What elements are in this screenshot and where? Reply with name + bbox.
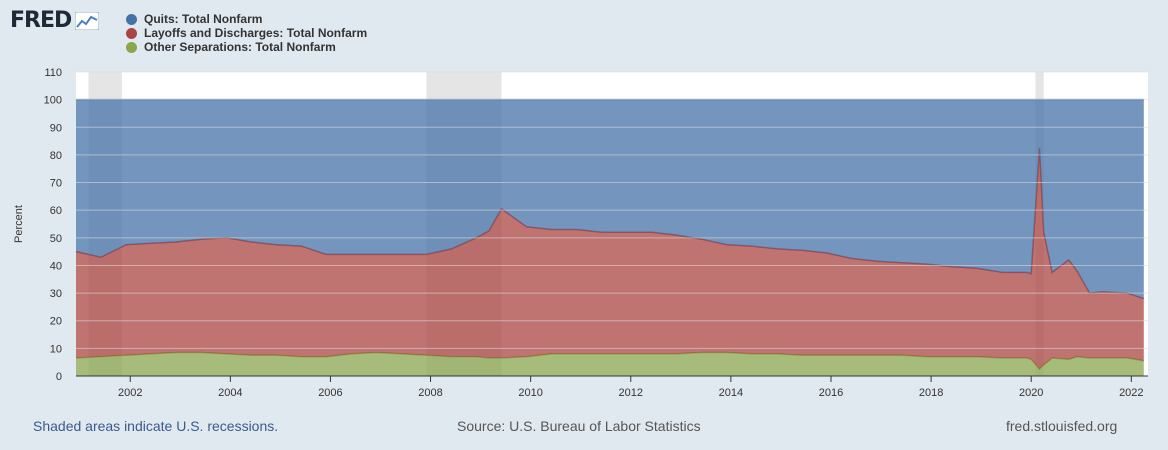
y-tick-label-110: 110 [44,67,62,79]
legend-swatch-layoffs [126,27,137,39]
y-tick-label-70: 70 [50,178,62,190]
recession-note[interactable]: Shaded areas indicate U.S. recessions. [33,418,279,434]
y-tick-label-0: 0 [56,371,62,383]
y-tick-label-60: 60 [50,205,62,217]
legend-item-layoffs[interactable]: Layoffs and Discharges: Total Nonfarm [126,26,367,40]
y-tick-label-100: 100 [44,95,62,107]
legend-swatch-other-separations [126,41,137,53]
x-tick-label-2008: 2008 [418,387,442,399]
area-series-2 [76,148,1144,370]
y-tick-label-30: 30 [50,288,62,300]
y-tick-label-10: 10 [50,343,62,355]
legend-label-other-separations: Other Separations: Total Nonfarm [144,40,336,54]
x-tick-label-2002: 2002 [118,387,142,399]
x-tick-label-2020: 2020 [1019,387,1043,399]
line-graph-icon [75,11,100,30]
x-tick-label-2012: 2012 [619,387,643,399]
x-tick-label-2022: 2022 [1119,387,1143,399]
x-tick-label-2018: 2018 [919,387,943,399]
chart-legend: Quits: Total Nonfarm Layoffs and Dischar… [126,12,367,54]
y-tick-label-50: 50 [50,233,62,245]
legend-item-other-separations[interactable]: Other Separations: Total Nonfarm [126,40,367,54]
x-tick-label-2014: 2014 [719,387,743,399]
y-tick-label-90: 90 [50,122,62,134]
y-tick-label-80: 80 [50,150,62,162]
y-tick-label-20: 20 [50,316,62,328]
legend-label-layoffs: Layoffs and Discharges: Total Nonfarm [144,26,368,40]
fred-logo-text: FRED [10,8,72,33]
x-tick-label-2016: 2016 [819,387,843,399]
y-tick-label-40: 40 [50,260,62,272]
area-series-1 [76,352,1144,376]
legend-label-quits: Quits: Total Nonfarm [144,12,263,26]
area-series-3 [76,99,1144,299]
source-note: Source: U.S. Bureau of Labor Statistics [457,418,701,434]
legend-item-quits[interactable]: Quits: Total Nonfarm [126,12,367,26]
y-axis-label: Percent [13,205,25,243]
x-tick-label-2004: 2004 [218,387,242,399]
legend-swatch-quits [126,13,137,25]
fred-logo[interactable]: FRED [10,8,100,33]
x-tick-label-2010: 2010 [518,387,542,399]
x-tick-label-2006: 2006 [318,387,342,399]
site-link[interactable]: fred.stlouisfed.org [1006,418,1118,434]
